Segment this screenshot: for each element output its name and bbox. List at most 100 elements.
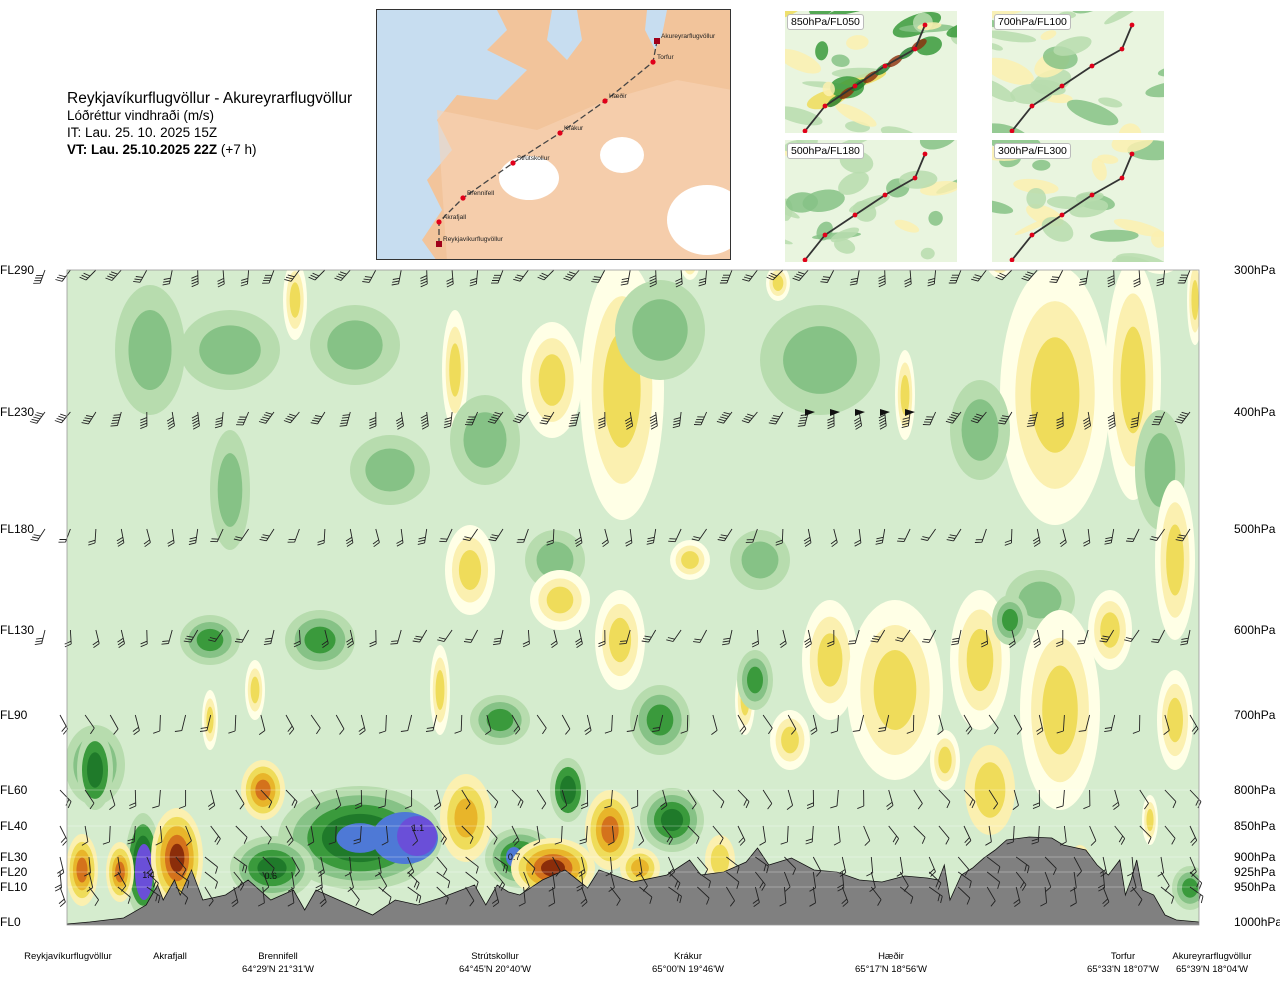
wind-barb <box>208 629 224 642</box>
wind-barb <box>1107 269 1115 288</box>
mini-map-contour <box>880 126 922 133</box>
wind-barb <box>443 411 453 429</box>
wind-barb <box>687 789 697 810</box>
wind-barb <box>1083 528 1091 547</box>
contour-region <box>710 844 730 876</box>
wind-barb <box>407 886 422 904</box>
contour-region <box>1018 581 1062 619</box>
valid-time-text: VT: Lau. 25.10.2025 22Z <box>67 142 218 157</box>
contour-region <box>873 650 917 730</box>
contour-region <box>938 746 952 774</box>
wind-barb <box>897 528 911 543</box>
wind-barb <box>369 629 377 648</box>
wind-barb <box>830 789 839 809</box>
wind-barb <box>491 886 500 907</box>
wind-barb <box>233 871 245 891</box>
map-waypoint-label: Strútskollur <box>517 155 550 162</box>
map-waypoint-label: Reykjavíkurflugvöllur <box>443 236 504 243</box>
wind-barb <box>533 825 541 846</box>
wind-barb <box>561 714 571 735</box>
wind-barb <box>719 269 733 284</box>
contour-region <box>76 857 88 883</box>
wind-barb <box>434 789 442 810</box>
wind-barb <box>635 856 643 877</box>
wind-barb <box>146 886 161 904</box>
mini-map-contour <box>1091 157 1107 181</box>
wind-barb <box>516 528 529 543</box>
wind-barb <box>465 871 479 889</box>
contour-region <box>608 617 632 663</box>
wind-barb <box>417 528 428 545</box>
wind-barb <box>140 629 148 648</box>
mini-map-graphic <box>992 140 1164 262</box>
wind-barb <box>1056 789 1065 809</box>
wind-barb <box>1069 871 1077 892</box>
wind-barb <box>346 629 354 648</box>
mini-map-waypoint <box>1029 232 1035 238</box>
mini-map-contour <box>809 11 835 18</box>
mini-map-contour <box>785 48 822 74</box>
wind-barb <box>204 871 218 889</box>
wind-barb <box>711 714 718 735</box>
wind-barb <box>81 825 89 846</box>
contour-region <box>994 252 1006 268</box>
wind-barb <box>369 411 377 430</box>
mini-map-4[interactable]: 300hPa/FL300 <box>992 140 1164 262</box>
wind-barb <box>283 411 300 424</box>
mini-map-contour <box>1066 99 1119 126</box>
contour-region <box>1167 697 1183 743</box>
plot-area <box>67 252 1199 925</box>
map-waypoint-label: Akrafjall <box>443 214 467 221</box>
wind-barb <box>1104 714 1116 733</box>
wind-barb <box>378 714 387 734</box>
contour-region <box>1146 270 1174 274</box>
wind-barb <box>55 269 71 282</box>
map-highlands <box>437 80 730 259</box>
wind-barb <box>1044 871 1052 892</box>
chart-subtitle: Lóðréttur vindhraði (m/s) <box>67 108 215 123</box>
y-tick-label-hpa: 700hPa <box>1234 708 1276 722</box>
station-name-label: Hæðir <box>878 951 904 962</box>
route-map[interactable]: Akureyrarflugvöllur Torfur Hæðir Krákur Strú… <box>376 9 731 260</box>
wind-barb <box>812 856 822 877</box>
wind-barb <box>886 789 894 810</box>
wind-barb <box>1180 629 1191 646</box>
wind-barb <box>963 789 976 809</box>
station-coord-label: 65°17'N 18°56'W <box>855 964 927 975</box>
contour-region <box>684 270 696 275</box>
wind-barb <box>511 714 521 735</box>
contour-region <box>747 666 763 694</box>
mini-map-contour <box>992 11 1025 20</box>
wind-barb <box>668 871 681 890</box>
wind-barb <box>319 886 327 907</box>
wind-barb <box>166 411 175 430</box>
contour-region <box>87 752 103 788</box>
wind-barb <box>945 411 962 424</box>
contour-region <box>538 354 566 406</box>
wind-barb <box>550 629 558 648</box>
wind-barb <box>649 269 657 288</box>
wind-barb <box>262 856 275 875</box>
contour-region <box>336 823 384 853</box>
mini-map-1[interactable]: 850hPa/FL050 <box>785 11 957 133</box>
wind-barb <box>461 789 471 810</box>
wind-barb <box>420 411 429 430</box>
wind-barb <box>284 269 300 282</box>
wind-barb <box>321 629 329 648</box>
wind-barb <box>652 714 664 733</box>
mini-map-3[interactable]: 500hPa/FL180 <box>785 140 957 262</box>
contour-region <box>463 412 507 468</box>
data-value-label: 0.7 <box>508 852 521 862</box>
wind-barb <box>116 528 125 547</box>
wind-barb <box>896 856 904 877</box>
mini-map-2[interactable]: 700hPa/FL100 <box>992 11 1164 133</box>
route-line <box>438 40 658 244</box>
mini-map-graphic <box>785 11 957 133</box>
mini-map-waypoint <box>1089 63 1095 69</box>
wind-barb <box>986 886 996 907</box>
wind-barb <box>353 825 362 845</box>
wind-barb <box>236 411 250 426</box>
map-water-west <box>377 10 527 259</box>
wind-barb <box>310 789 321 810</box>
wind-barb <box>114 856 121 877</box>
